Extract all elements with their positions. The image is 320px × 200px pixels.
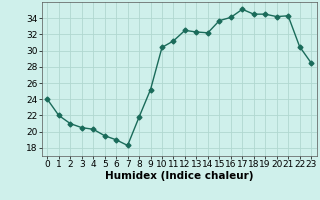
X-axis label: Humidex (Indice chaleur): Humidex (Indice chaleur) [105,171,253,181]
